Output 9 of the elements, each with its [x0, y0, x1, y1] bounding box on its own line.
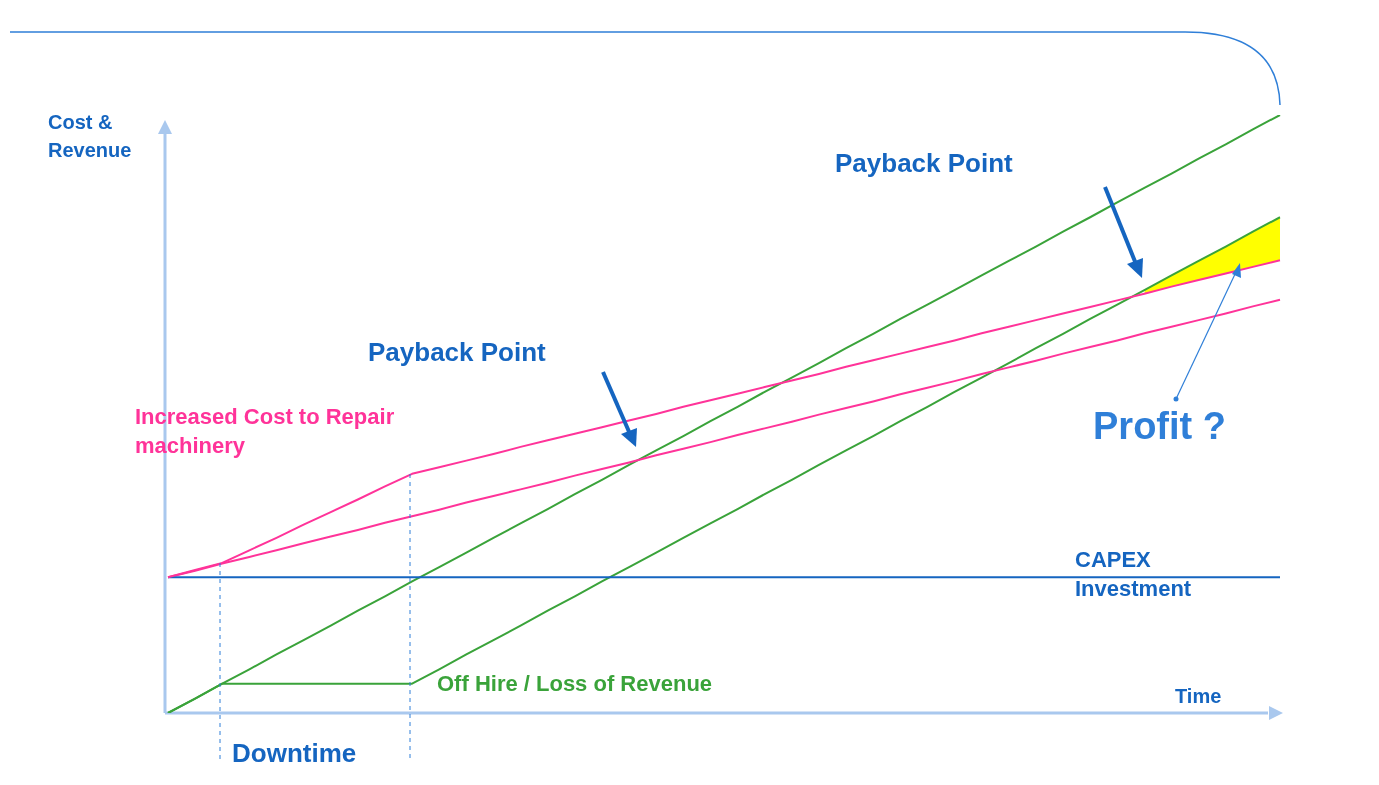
- annotation: Profit ?: [1093, 405, 1226, 448]
- annotation: Increased Cost to Repair machinery: [135, 404, 395, 458]
- annotation: Off Hire / Loss of Revenue: [437, 671, 713, 697]
- annotation: Payback Point: [368, 337, 547, 368]
- y-axis-title: Cost & Revenue: [48, 110, 132, 161]
- x-axis-title: Time: [1175, 684, 1222, 707]
- text: Downtime: [232, 738, 357, 769]
- annotation: Payback Point: [835, 148, 1014, 179]
- annotation: CAPEX Investment: [1075, 547, 1192, 601]
